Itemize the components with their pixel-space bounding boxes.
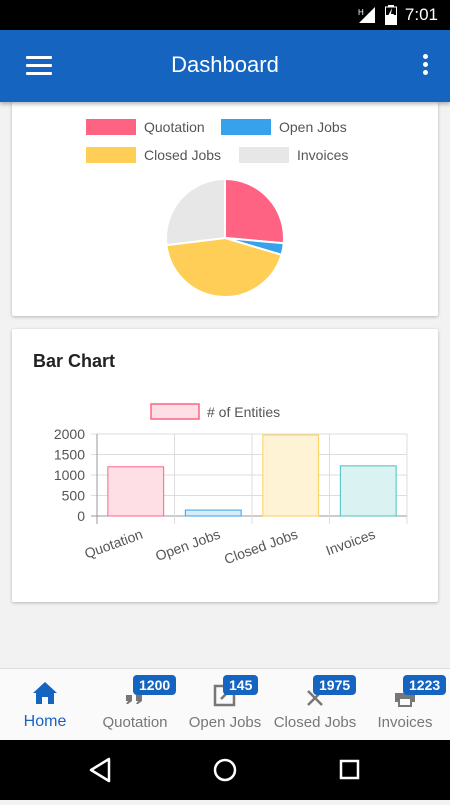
- x-axis-ticks: Quotation Open Jobs Closed Jobs Invoices: [82, 526, 377, 567]
- badge-quotation: 1200: [133, 675, 177, 695]
- nav-item-invoices[interactable]: 1223 Invoices: [360, 669, 450, 740]
- hamburger-menu-icon[interactable]: [26, 56, 52, 76]
- pie-chart: Quotation Open Jobs Closed Jobs Invoices: [86, 119, 348, 298]
- app-bar: Dashboard: [0, 30, 450, 102]
- pie-slice-closed-jobs[interactable]: [165, 236, 283, 298]
- nav-label-home: Home: [23, 713, 67, 730]
- recents-icon[interactable]: [339, 759, 360, 780]
- printer-icon: [395, 693, 415, 707]
- system-nav-bar: [0, 740, 450, 800]
- page-title: Dashboard: [171, 52, 279, 77]
- status-time: 7:01: [404, 5, 438, 24]
- bar-quotation[interactable]: [107, 466, 165, 517]
- y-tick-label: 500: [62, 488, 86, 504]
- x-tick-label: Open Jobs: [153, 526, 222, 564]
- home-circle-icon[interactable]: [213, 758, 237, 782]
- home-icon: [33, 682, 57, 704]
- battery-icon: [384, 5, 397, 25]
- legend-swatch-closed-jobs[interactable]: [86, 147, 136, 163]
- nav-label-invoices: Invoices: [377, 714, 433, 731]
- nav-label-quotation: Quotation: [102, 714, 168, 731]
- bottom-nav: Home 1200 Quotation 145 Open Jobs 1975 C…: [0, 668, 450, 740]
- nav-label-closed-jobs: Closed Jobs: [273, 714, 357, 731]
- badge-open-jobs: 145: [223, 675, 259, 695]
- nav-item-home[interactable]: Home: [0, 669, 90, 740]
- status-bar: H 7:01: [0, 0, 450, 30]
- badge-closed-jobs: 1975: [313, 675, 357, 695]
- more-vert-icon[interactable]: [420, 54, 430, 78]
- bar-legend: # of Entities: [150, 403, 280, 420]
- pie-slices: [165, 177, 285, 298]
- y-tick-label: 1000: [54, 467, 85, 483]
- legend-swatch-open-jobs[interactable]: [221, 119, 271, 135]
- back-icon[interactable]: [89, 757, 111, 783]
- pie-slice-quotation[interactable]: [224, 177, 285, 245]
- legend-swatch-quotation[interactable]: [86, 119, 136, 135]
- badge-invoices: 1223: [403, 675, 447, 695]
- quote-icon: [126, 695, 142, 704]
- nav-label-open-jobs: Open Jobs: [188, 714, 262, 731]
- x-tick-label: Closed Jobs: [222, 526, 300, 567]
- legend-swatch-invoices[interactable]: [239, 147, 289, 163]
- legend-label-entities[interactable]: # of Entities: [207, 404, 280, 420]
- legend-label-open-jobs[interactable]: Open Jobs: [279, 119, 347, 135]
- y-axis-ticks: 0 500 1000 1500 2000: [54, 426, 85, 524]
- pie-legend: Quotation Open Jobs Closed Jobs Invoices: [86, 119, 348, 163]
- legend-label-closed-jobs[interactable]: Closed Jobs: [144, 147, 221, 163]
- y-tick-label: 0: [77, 508, 85, 524]
- svg-text:H: H: [358, 8, 364, 17]
- legend-label-invoices[interactable]: Invoices: [297, 147, 348, 163]
- x-tick-label: Quotation: [82, 526, 145, 562]
- legend-swatch-entities[interactable]: [150, 403, 200, 420]
- bar-closed-jobs[interactable]: [262, 434, 320, 517]
- y-tick-label: 2000: [54, 426, 85, 442]
- signal-icon: H: [358, 7, 375, 23]
- bar-invoices[interactable]: [339, 465, 397, 517]
- x-tick-label: Invoices: [324, 526, 378, 559]
- bar-open-jobs[interactable]: [184, 509, 242, 517]
- y-tick-label: 1500: [54, 447, 85, 463]
- nav-item-closed-jobs[interactable]: 1975 Closed Jobs: [270, 669, 360, 740]
- dashboard-content[interactable]: Quotation Open Jobs Closed Jobs Invoices…: [0, 102, 450, 668]
- pie-slice-invoices[interactable]: [165, 177, 226, 247]
- legend-label-quotation[interactable]: Quotation: [144, 119, 205, 135]
- nav-item-quotation[interactable]: 1200 Quotation: [90, 669, 180, 740]
- bar-chart-title: Bar Chart: [33, 351, 116, 371]
- nav-item-open-jobs[interactable]: 145 Open Jobs: [180, 669, 270, 740]
- bars: [107, 434, 397, 517]
- bar-chart: # of Entities 0 500 1000 1500 2000 Quotation…: [54, 403, 408, 567]
- pie-chart-card: Quotation Open Jobs Closed Jobs Invoices: [12, 102, 438, 316]
- bar-chart-card: Bar Chart # of Entities 0 500 1000 1500 2000…: [12, 329, 438, 602]
